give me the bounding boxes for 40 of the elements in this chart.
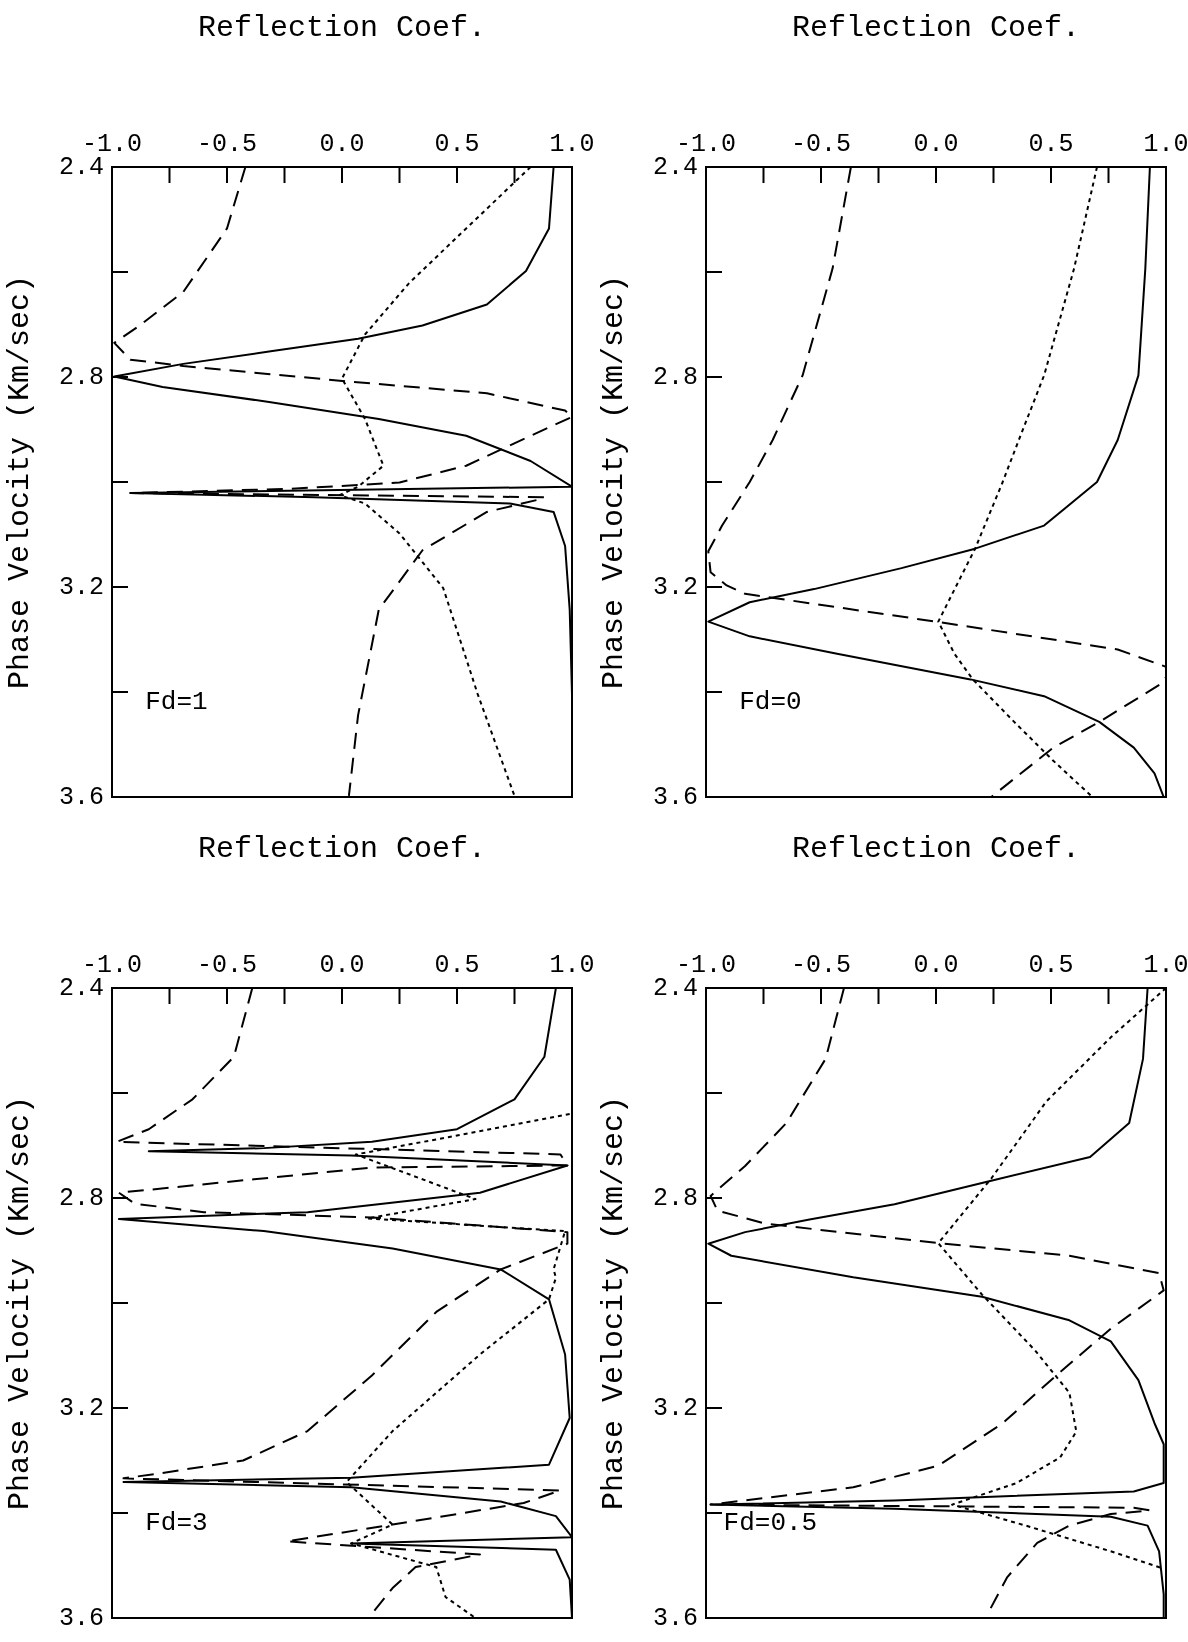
x-tick-label: 0.0 bbox=[319, 951, 365, 981]
x-tick-label: -0.5 bbox=[790, 951, 852, 981]
x-axis-title: Reflection Coef. bbox=[197, 10, 487, 45]
x-axis-title: Reflection Coef. bbox=[791, 831, 1081, 866]
x-tick-label: 1.0 bbox=[549, 951, 595, 981]
y-tick-label: 2.8 bbox=[652, 1183, 698, 1213]
annotation: Fd=0 bbox=[739, 687, 802, 718]
y-tick-label: 3.6 bbox=[58, 1603, 104, 1633]
y-axis-title: Phase Velocity (Km/sec) bbox=[596, 274, 631, 690]
y-axis-title: Phase Velocity (Km/sec) bbox=[2, 274, 37, 690]
x-axis-title: Reflection Coef. bbox=[791, 10, 1081, 45]
annotation: Fd=1 bbox=[145, 687, 208, 718]
x-tick-label: 0.5 bbox=[1028, 130, 1074, 160]
x-tick-label: 0.5 bbox=[1028, 951, 1074, 981]
y-tick-label: 3.6 bbox=[58, 782, 104, 812]
y-axis-title: Phase Velocity (Km/sec) bbox=[596, 1095, 631, 1511]
x-axis-title: Reflection Coef. bbox=[197, 831, 487, 866]
y-axis-title: Phase Velocity (Km/sec) bbox=[2, 1095, 37, 1511]
y-tick-label: 2.8 bbox=[652, 362, 698, 392]
x-tick-label: 1.0 bbox=[1143, 130, 1188, 160]
y-tick-label: 3.2 bbox=[58, 572, 104, 602]
x-tick-label: 1.0 bbox=[1143, 951, 1188, 981]
x-tick-label: -0.5 bbox=[790, 130, 852, 160]
annotation: Fd=0.5 bbox=[723, 1508, 818, 1539]
x-tick-label: 0.5 bbox=[434, 130, 480, 160]
y-tick-label: 3.2 bbox=[58, 1393, 104, 1423]
y-tick-label: 3.2 bbox=[652, 1393, 698, 1423]
x-tick-label: -0.5 bbox=[196, 130, 258, 160]
x-tick-label: 1.0 bbox=[549, 130, 595, 160]
y-tick-label: 3.6 bbox=[652, 1603, 698, 1633]
x-tick-label: 0.0 bbox=[913, 130, 959, 160]
x-tick-label: 0.0 bbox=[913, 951, 959, 981]
y-tick-label: 3.6 bbox=[652, 782, 698, 812]
x-tick-label: 0.0 bbox=[319, 130, 365, 160]
x-tick-label: 0.5 bbox=[434, 951, 480, 981]
y-tick-label: 2.8 bbox=[58, 1183, 104, 1213]
y-tick-label: 3.2 bbox=[652, 572, 698, 602]
y-tick-label: 2.8 bbox=[58, 362, 104, 392]
annotation: Fd=3 bbox=[145, 1508, 208, 1539]
x-tick-label: -0.5 bbox=[196, 951, 258, 981]
